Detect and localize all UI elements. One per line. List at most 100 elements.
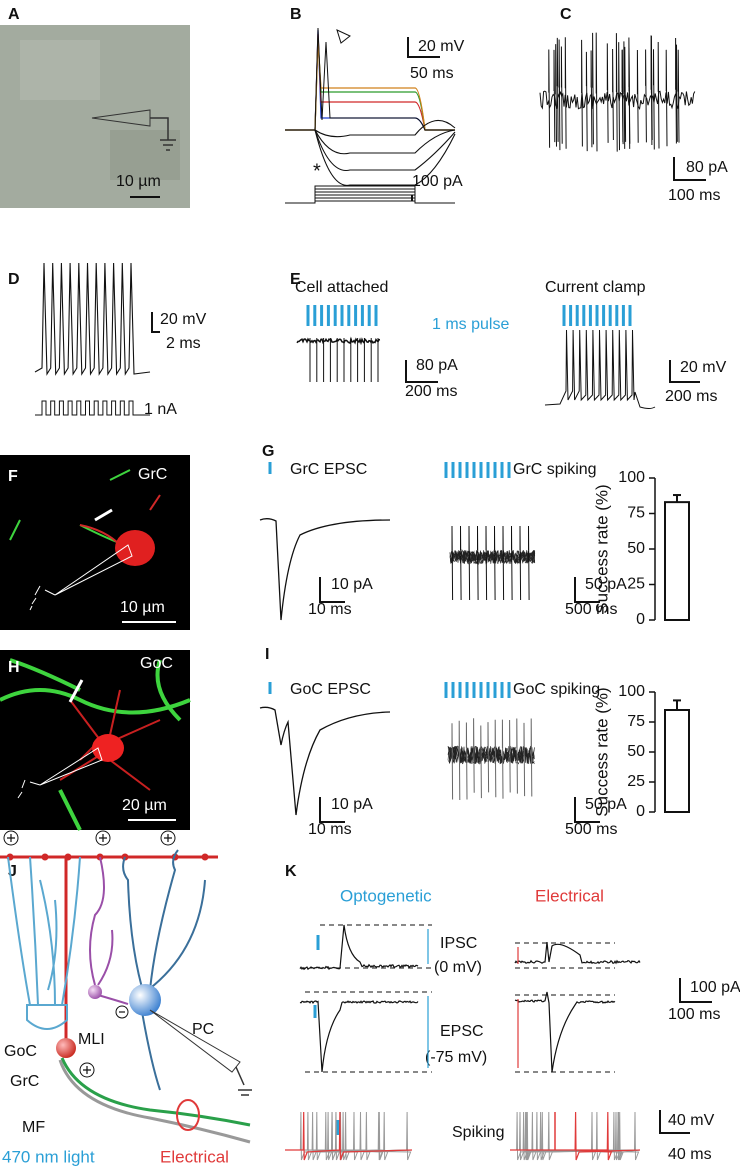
trace — [259, 518, 391, 621]
mli-axon — [97, 994, 129, 1005]
label: 50 pA — [585, 576, 627, 593]
label: 100 ms — [668, 1006, 720, 1023]
label: 20 mV — [418, 38, 465, 55]
trace — [530, 718, 533, 797]
trace — [612, 49, 614, 141]
scale-bar — [151, 312, 160, 333]
trace — [487, 722, 490, 793]
trace — [592, 32, 594, 145]
trace — [618, 42, 620, 151]
label: 2 ms — [166, 335, 201, 352]
scale-bar — [659, 1110, 690, 1134]
label: E — [290, 271, 301, 288]
trace — [285, 185, 455, 204]
trace — [628, 37, 631, 149]
grc-soma — [56, 1038, 76, 1058]
dendrite — [59, 689, 161, 791]
label: 1 ms pulse — [432, 316, 509, 333]
arrowhead — [336, 29, 351, 44]
ground — [235, 1066, 252, 1096]
trace — [299, 1000, 419, 1073]
scale-bar — [319, 797, 345, 823]
scale-bar — [679, 978, 712, 1003]
y-tick-label: 0 — [636, 611, 645, 628]
trace — [558, 39, 561, 151]
synapse — [201, 853, 209, 861]
label: 50 pA — [585, 796, 627, 813]
label: 80 pA — [686, 159, 728, 176]
trace — [585, 51, 588, 152]
label: Electrical — [535, 886, 604, 905]
label: GrC — [138, 466, 167, 483]
pipette — [39, 747, 103, 786]
trace — [510, 1111, 641, 1161]
label: C — [560, 6, 572, 23]
ground — [150, 117, 176, 151]
label: B — [290, 6, 302, 23]
trace — [447, 745, 535, 764]
pc-soma — [129, 984, 161, 1016]
trace — [468, 525, 471, 601]
label: 10 ms — [308, 821, 352, 838]
trace — [675, 38, 677, 144]
y-tick-label: 25 — [627, 576, 645, 593]
label: IPSC — [440, 935, 477, 952]
trace — [665, 49, 668, 147]
trace — [560, 46, 563, 144]
label: A — [8, 6, 20, 23]
label: * — [313, 160, 321, 182]
trace — [285, 1111, 413, 1161]
trace — [285, 194, 455, 204]
label: J — [8, 863, 17, 880]
y-axis-label: Success rate (%) — [592, 484, 611, 613]
y-tick-label: 75 — [627, 505, 645, 522]
label: Current clamp — [545, 279, 646, 296]
trace — [510, 1111, 641, 1161]
micrograph — [0, 455, 190, 630]
label: EPSC — [440, 1023, 484, 1040]
trace — [510, 1111, 641, 1161]
mli-process — [89, 856, 114, 986]
trace — [523, 722, 526, 797]
trace — [590, 50, 593, 148]
trace — [285, 27, 455, 131]
trace — [510, 1111, 641, 1161]
pipette — [149, 1009, 241, 1073]
trace — [677, 49, 680, 143]
trace — [285, 1111, 413, 1161]
label: 10 µm — [116, 173, 161, 190]
label: GoC EPSC — [290, 681, 371, 698]
trace — [636, 50, 639, 143]
trace — [494, 719, 497, 798]
label: GrC — [10, 1073, 39, 1090]
plus — [7, 834, 15, 842]
label: 200 ms — [405, 383, 457, 400]
trace — [623, 41, 626, 149]
arrow — [68, 679, 84, 703]
scale-bar — [405, 360, 438, 383]
label: 10 pA — [331, 576, 373, 593]
trace — [544, 329, 656, 409]
label: (-75 mV) — [425, 1049, 487, 1066]
label: MLI — [78, 1031, 105, 1048]
label: F — [8, 468, 18, 485]
ground — [17, 779, 41, 799]
trace — [285, 129, 456, 172]
trace — [510, 1111, 641, 1161]
trace — [451, 525, 454, 601]
label: 500 ms — [565, 821, 617, 838]
trace — [501, 719, 504, 799]
label: GoC spiking — [513, 681, 600, 698]
label: MF — [22, 1119, 45, 1136]
y-tick-label: 100 — [618, 683, 645, 700]
cell — [115, 530, 155, 566]
trace — [511, 525, 513, 601]
trace — [502, 525, 505, 601]
trace — [494, 525, 496, 601]
trace — [657, 42, 660, 149]
stim-marker — [544, 983, 552, 990]
label: I — [265, 646, 269, 663]
label: 80 pA — [416, 357, 458, 374]
trace — [581, 39, 583, 147]
label: K — [285, 863, 297, 880]
